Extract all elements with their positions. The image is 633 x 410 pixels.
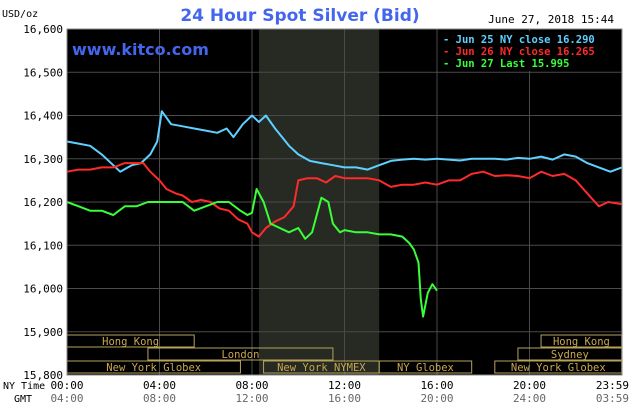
ny-time-label: NY Time — [3, 381, 45, 392]
x-tick-label-ny: 00:00 — [50, 379, 83, 392]
market-session-label: New York NYMEX — [277, 362, 366, 374]
gmt-label: GMT — [14, 394, 32, 405]
market-session-label: NY Globex — [397, 362, 454, 374]
market-session-label: Hong Kong — [553, 336, 610, 348]
y-tick-label: 16,300 — [23, 153, 63, 166]
y-tick-label: 16,600 — [23, 23, 63, 36]
series-line — [66, 162, 622, 238]
legend-entry: - Jun 25 NY close 16.290 — [443, 34, 595, 46]
x-tick-label-gmt: 12:00 — [235, 392, 268, 405]
x-tick-label-gmt: 16:00 — [328, 392, 361, 405]
y-tick-label: 16,400 — [23, 110, 63, 123]
market-session-label: New York Globex — [511, 362, 606, 374]
market-session-bar — [378, 360, 473, 374]
market-session-bar — [147, 347, 334, 361]
x-tick-label-gmt: 08:00 — [143, 392, 176, 405]
unit-label: USD/oz — [2, 9, 38, 20]
market-session-label: London — [221, 349, 259, 361]
y-tick-label: 16,200 — [23, 196, 63, 209]
plot-border — [66, 28, 623, 376]
x-tick-label-ny: 08:00 — [235, 379, 268, 392]
y-tick-label: 15,800 — [23, 369, 63, 382]
series-line — [66, 110, 623, 173]
chart-datetime: June 27, 2018 15:44 — [488, 13, 614, 26]
x-tick-label-gmt: 03:59 — [596, 392, 629, 405]
x-tick-label-gmt: 04:00 — [50, 392, 83, 405]
x-tick-label-ny: 23:59 — [596, 379, 629, 392]
legend: - Jun 25 NY close 16.290- Jun 26 NY clos… — [440, 31, 618, 71]
market-session-label: Sydney — [551, 349, 589, 361]
market-session-label: New York Globex — [106, 362, 201, 374]
legend-box — [440, 31, 618, 71]
y-tick-label: 16,500 — [23, 66, 63, 79]
x-tick-label-gmt: 24:00 — [513, 392, 546, 405]
market-session-label: Hong Kong — [102, 336, 159, 348]
x-tick-label-ny: 16:00 — [420, 379, 453, 392]
watermark: www.kitco.com — [72, 40, 209, 59]
y-tick-label: 16,000 — [23, 283, 63, 296]
x-tick-label-gmt: 20:00 — [420, 392, 453, 405]
legend-entry: - Jun 27 Last 15.995 — [443, 58, 569, 70]
x-tick-label-ny: 04:00 — [143, 379, 176, 392]
chart-title: 24 Hour Spot Silver (Bid) — [180, 6, 419, 26]
x-tick-label-ny: 12:00 — [328, 379, 361, 392]
y-tick-label: 15,900 — [23, 326, 63, 339]
x-tick-label-ny: 20:00 — [513, 379, 546, 392]
y-tick-label: 16,100 — [23, 239, 63, 252]
series-line — [66, 188, 438, 318]
legend-entry: - Jun 26 NY close 16.265 — [443, 46, 595, 58]
